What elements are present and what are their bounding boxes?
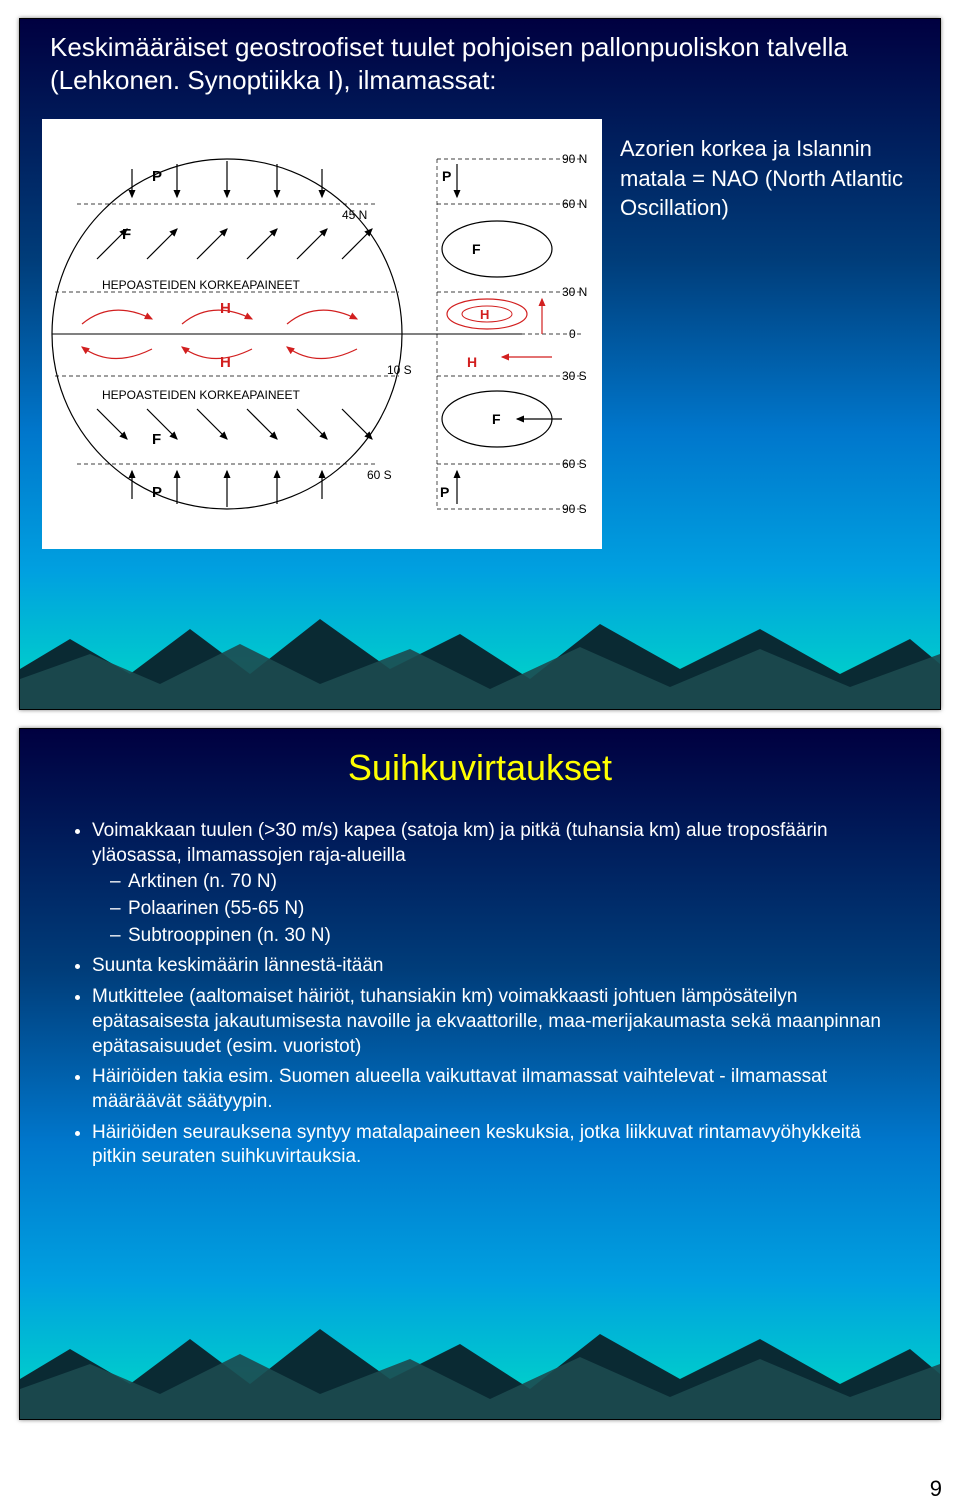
bullet-4: Häiriöiden takia esim. Suomen alueella v… xyxy=(92,1065,892,1114)
slide2-title: Suihkuvirtaukset xyxy=(20,747,940,789)
wind-diagram: P F H HEPOASTEIDEN KORKEAPAINEET H HEPOA… xyxy=(42,119,602,549)
sub-2: Polaarinen (55-65 N) xyxy=(128,897,892,922)
svg-text:0: 0 xyxy=(569,327,576,341)
lbl-top-P: P xyxy=(152,168,162,185)
svg-text:90 N: 90 N xyxy=(562,152,587,166)
lbl-caps1: HEPOASTEIDEN KORKEAPAINEET xyxy=(102,278,300,292)
svg-text:45 N: 45 N xyxy=(342,208,367,222)
bullet-3: Mutkittelee (aaltomaiset häiriöt, tuhans… xyxy=(92,985,892,1059)
mountains-1 xyxy=(20,599,940,709)
bullet-5: Häiriöiden seurauksena syntyy matalapain… xyxy=(92,1121,892,1170)
svg-text:30 S: 30 S xyxy=(562,369,587,383)
lbl-top-H: H xyxy=(220,300,231,317)
lbl-bot-H: H xyxy=(220,354,231,371)
slide1-title: Keskimääräiset geostroofiset tuulet pohj… xyxy=(50,31,910,96)
svg-text:F: F xyxy=(492,411,501,427)
bullet-2: Suunta keskimäärin lännestä-itään xyxy=(92,954,892,979)
bullet-1: Voimakkaan tuulen (>30 m/s) kapea (satoj… xyxy=(92,819,892,948)
svg-text:P: P xyxy=(440,484,449,500)
page-number: 9 xyxy=(930,1476,942,1502)
svg-text:F: F xyxy=(472,241,481,257)
svg-text:H: H xyxy=(467,354,477,370)
svg-text:10 S: 10 S xyxy=(387,363,412,377)
svg-text:60 S: 60 S xyxy=(562,457,587,471)
sub-3: Subtrooppinen (n. 30 N) xyxy=(128,924,892,949)
slide-1: Keskimääräiset geostroofiset tuulet pohj… xyxy=(19,18,941,710)
svg-text:P: P xyxy=(442,168,451,184)
slide-2: Suihkuvirtaukset Voimakkaan tuulen (>30 … xyxy=(19,728,941,1420)
mountains-2 xyxy=(20,1309,940,1419)
svg-text:90 S: 90 S xyxy=(562,502,587,516)
svg-text:H: H xyxy=(480,307,489,322)
svg-text:60 N: 60 N xyxy=(562,197,587,211)
lbl-caps2: HEPOASTEIDEN KORKEAPAINEET xyxy=(102,388,300,402)
svg-text:60 S: 60 S xyxy=(367,468,392,482)
sub-1: Arktinen (n. 70 N) xyxy=(128,870,892,895)
slide2-body: Voimakkaan tuulen (>30 m/s) kapea (satoj… xyxy=(68,819,892,1176)
lbl-top-F: F xyxy=(122,226,131,243)
lbl-bot-F: F xyxy=(152,431,161,448)
lbl-bot-P: P xyxy=(152,484,162,501)
svg-text:30 N: 30 N xyxy=(562,285,587,299)
slide1-sidetext: Azorien korkea ja Islannin matala = NAO … xyxy=(620,134,910,223)
